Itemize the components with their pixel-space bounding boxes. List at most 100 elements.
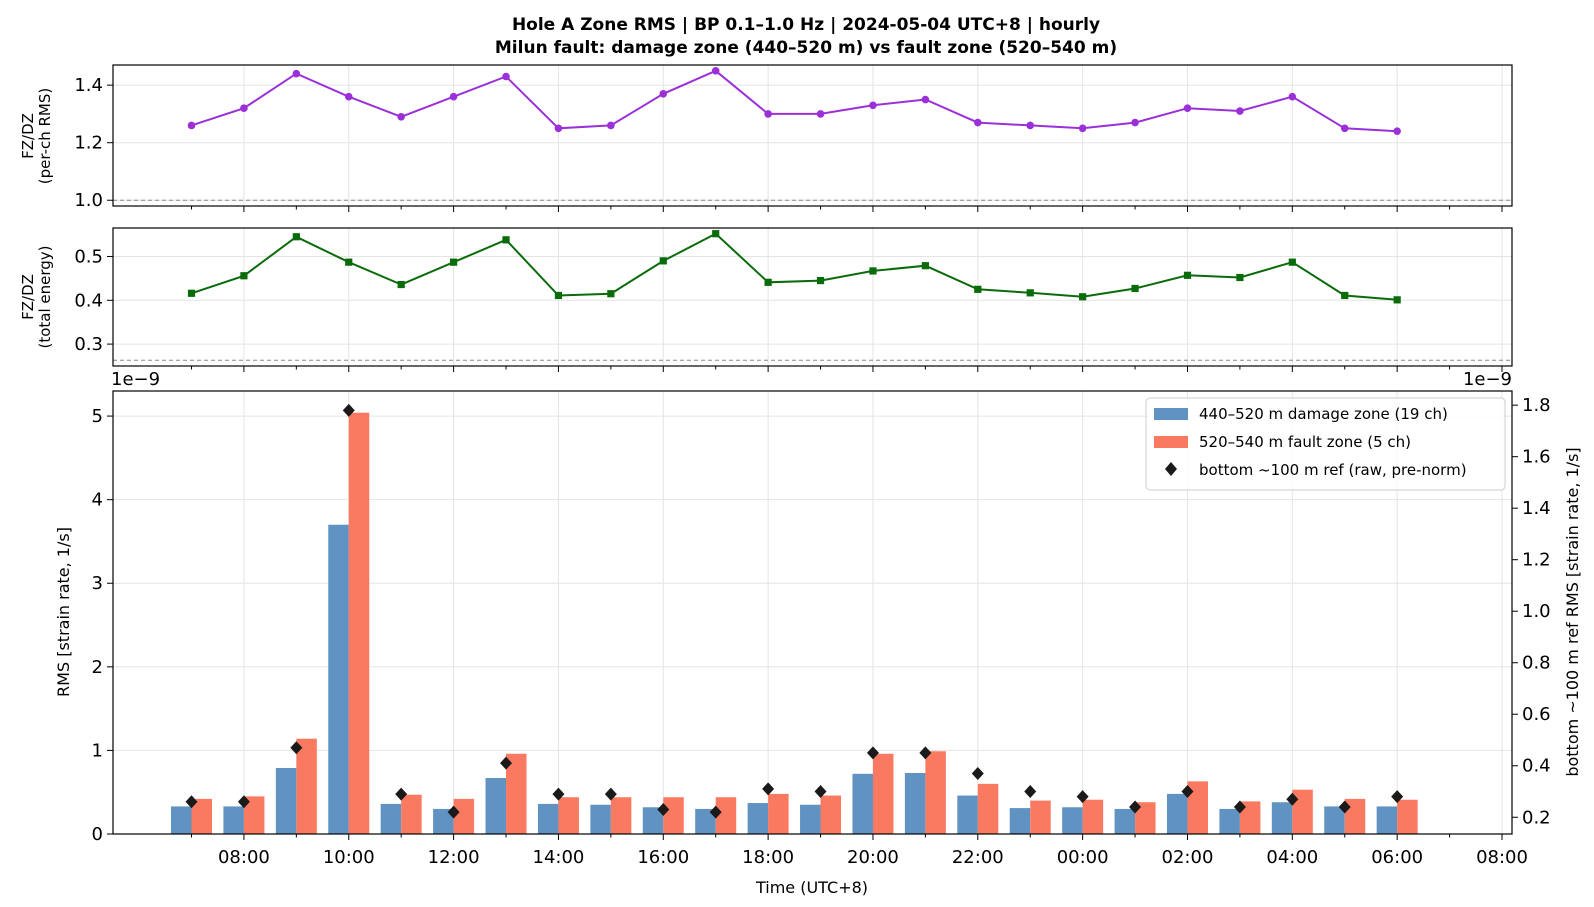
- panel3-ylabel: RMS [strain rate, 1/s]: [54, 527, 73, 697]
- y-tick-label: 1.4: [74, 75, 103, 96]
- ratio-point: [554, 124, 563, 133]
- bar-fault-zone: [1082, 799, 1104, 834]
- bar-damage-zone: [1324, 806, 1345, 834]
- ratio-point: [712, 230, 720, 238]
- x-tick-label: 10:00: [323, 847, 375, 868]
- ratio-line: [191, 69, 1398, 133]
- ratio-point: [187, 121, 196, 130]
- bar-damage-zone: [957, 795, 978, 834]
- bar-damage-zone: [485, 777, 507, 834]
- x-tick-label: 22:00: [952, 847, 1004, 868]
- bar-fault-zone: [1030, 800, 1051, 834]
- bar-damage-zone: [1376, 806, 1398, 834]
- panel2-ylabel-line2: (total energy): [36, 245, 54, 348]
- panel-ratio-rms-frame: [112, 64, 1513, 207]
- panel-ratio-energy-frame: [112, 227, 1513, 367]
- y-tick-label: 1: [92, 740, 103, 761]
- bar-fault-zone: [191, 798, 212, 834]
- x-tick-label: 20:00: [847, 847, 899, 868]
- panel1-ylabel-line1: FZ/DZ: [19, 113, 37, 159]
- y-tick-label-right: 1.8: [1522, 395, 1551, 416]
- bar-damage-zone: [695, 808, 716, 834]
- reference-marker: [342, 403, 355, 417]
- ratio-point: [1341, 291, 1349, 300]
- bar-damage-zone: [328, 524, 349, 834]
- ratio-point: [1131, 118, 1139, 127]
- bar-fault-zone: [1292, 789, 1313, 834]
- panel3-ylabel-right: bottom ~100 m ref RMS [strain rate, 1/s]: [1563, 447, 1582, 776]
- reference-marker: [971, 766, 984, 780]
- reference-marker: [290, 741, 303, 755]
- ratio-point: [397, 112, 405, 121]
- bar-fault-zone: [1239, 801, 1261, 834]
- grid-lines: [113, 65, 1512, 835]
- offset-label-left: 1e−9: [111, 369, 160, 390]
- y-tick-label: 2: [92, 657, 103, 678]
- x-tick-label: 06:00: [1371, 847, 1423, 868]
- reference-marker: [604, 787, 617, 801]
- x-axis-label: Time (UTC+8): [755, 878, 868, 897]
- x-tick-label: 18:00: [742, 847, 794, 868]
- bar-fault-zone: [610, 797, 632, 834]
- ratio-point: [921, 262, 929, 270]
- bar-damage-zone: [904, 772, 926, 834]
- y-tick-label-right: 1.6: [1522, 447, 1551, 468]
- legend-swatch-fault-zone: [1154, 436, 1188, 448]
- ratio-point: [502, 72, 510, 81]
- bar-damage-zone: [1219, 808, 1240, 834]
- y-tick-label: 0.5: [74, 246, 103, 267]
- bar-fault-zone: [506, 753, 527, 834]
- ratio-point: [502, 236, 510, 244]
- x-tick-label: 00:00: [1057, 847, 1109, 868]
- bar-damage-zone: [1009, 808, 1031, 834]
- panel1-ylabel-line2: (per-ch RMS): [36, 88, 54, 184]
- ratio-point: [1340, 124, 1349, 133]
- reference-marker: [709, 805, 722, 819]
- x-tick-label: 16:00: [637, 847, 689, 868]
- y-tick-label: 0.4: [74, 290, 103, 311]
- reference-marker: [919, 746, 932, 760]
- ratio-point: [607, 121, 615, 130]
- ratio-point: [711, 66, 720, 75]
- panel-rms-frame: [112, 390, 1513, 835]
- bar-fault-zone: [558, 797, 579, 834]
- y-tick-label: 1.2: [74, 133, 103, 154]
- ratio-point: [921, 95, 930, 104]
- reference-marker: [1391, 790, 1404, 804]
- reference-marker: [814, 785, 827, 799]
- y-tick-label-right: 1.2: [1522, 550, 1551, 571]
- bar-fault-zone: [243, 796, 265, 834]
- x-tick-label: 02:00: [1162, 847, 1214, 868]
- legend-swatch-damage-zone: [1154, 408, 1188, 420]
- bar-damage-zone: [800, 804, 821, 834]
- y-tick-label-right: 1.0: [1522, 601, 1551, 622]
- ratio-point: [344, 92, 353, 101]
- y-tick-label-right: 0.6: [1522, 704, 1551, 725]
- ratio-point: [974, 285, 982, 293]
- reference-marker: [1233, 800, 1246, 814]
- reference-marker: [185, 795, 198, 809]
- y-tick-label: 0: [92, 824, 103, 845]
- reference-marker: [552, 787, 565, 801]
- ratio-point: [1236, 107, 1244, 115]
- bar-damage-zone: [852, 773, 873, 834]
- legend-label-reference: bottom ~100 m ref (raw, pre-norm): [1199, 461, 1467, 479]
- legend: 440–520 m damage zone (19 ch) 520–540 m …: [1145, 397, 1506, 491]
- y-tick-label-right: 1.4: [1522, 498, 1551, 519]
- bar-damage-zone: [1114, 808, 1136, 834]
- ratio-point: [345, 258, 353, 266]
- y-tick-label: 5: [92, 406, 103, 427]
- reference-marker: [237, 795, 250, 809]
- bar-damage-zone: [1062, 807, 1083, 834]
- reference-marker: [1076, 790, 1089, 804]
- ratio-point: [240, 272, 248, 280]
- bar-damage-zone: [642, 807, 664, 834]
- bar-fault-zone: [872, 753, 894, 834]
- line-series: [187, 66, 1401, 304]
- y-tick-label: 4: [92, 490, 103, 511]
- y-tick-label: 3: [92, 573, 103, 594]
- bar-fault-zone: [768, 793, 789, 834]
- reference-marker: [866, 746, 879, 760]
- reference-marker: [1181, 785, 1194, 799]
- legend-box: [1145, 397, 1506, 491]
